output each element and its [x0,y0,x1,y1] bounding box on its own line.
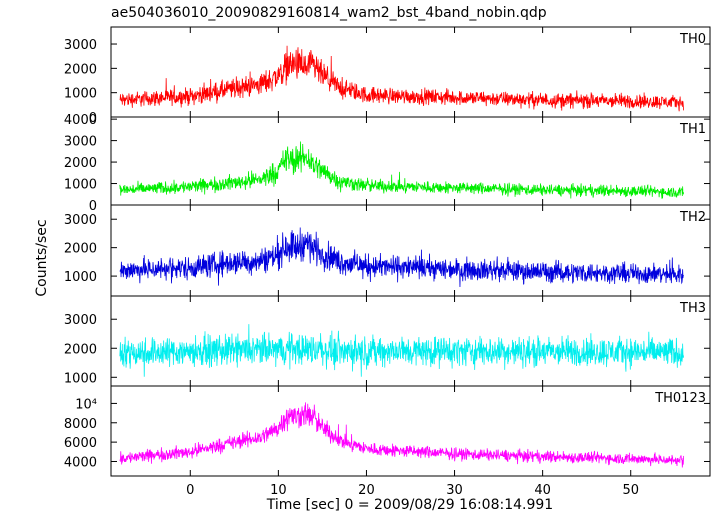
panel-th3: 1000 2000 3000 TH3 [64,295,711,387]
panel-name-label: TH0123 [654,391,706,406]
y-tick-label: 10⁴ [75,397,97,412]
y-tick-label: 3000 [64,313,97,328]
series-line-th3 [119,324,684,377]
x-tick-label: 40 [534,483,551,498]
y-tick-label: 1000 [64,87,97,102]
panel-name-label: TH0 [679,32,706,47]
y-tick-label: 6000 [64,436,97,451]
x-tick-label: 20 [358,483,375,498]
y-tick-label: 1000 [64,371,97,386]
y-axis-label: Counts/sec [34,219,50,296]
x-tick-label: 0 [186,483,194,498]
panel-frame [110,385,711,477]
panel-th2: 1000 2000 3000 TH2 [64,204,711,297]
panel-name-label: TH2 [679,210,706,225]
figure-title: ae504036010_20090829160814_wam2_bst_4ban… [111,5,547,21]
y-tick-label: 4000 [64,113,97,128]
panel-name-label: TH1 [679,122,706,137]
y-tick-label: 2000 [64,242,97,257]
y-tick-label: 2000 [64,342,97,357]
y-tick-label: 4000 [64,455,97,470]
y-tick-label: 3000 [64,135,97,150]
series-line-th0 [119,45,684,112]
y-tick-label: 2000 [64,156,97,171]
panels-group: 0 1000 2000 3000 TH0 0 1000 2000 3000 4000 TH1 1000… [64,26,711,477]
y-tick-label: 1000 [64,270,97,285]
panel-frame [110,204,711,297]
x-tick-label: 50 [622,483,639,498]
x-tick-label: 10 [270,483,287,498]
series-line-th2 [119,227,684,287]
y-tick-label: 2000 [64,62,97,77]
x-axis-label: Time [sec] 0 = 2009/08/29 16:08:14.991 [266,497,553,513]
y-tick-label: 8000 [64,417,97,432]
series-line-th1 [119,141,684,199]
x-tick-label: 30 [446,483,463,498]
series-line-th0123 [119,402,684,468]
y-tick-label: 3000 [64,38,97,53]
y-tick-label: 0 [89,111,97,126]
panel-th0123: 4000 6000 8000 10⁴ TH0123 [64,385,711,477]
panel-th1: 0 1000 2000 3000 4000 TH1 [64,113,711,214]
panel-th0: 0 1000 2000 3000 TH0 [64,26,711,126]
y-tick-label: 3000 [64,213,97,228]
x-axis: 0 10 20 30 40 50 [186,483,639,498]
y-tick-label: 1000 [64,178,97,193]
y-tick-label: 0 [89,199,97,214]
panel-name-label: TH3 [679,301,706,316]
